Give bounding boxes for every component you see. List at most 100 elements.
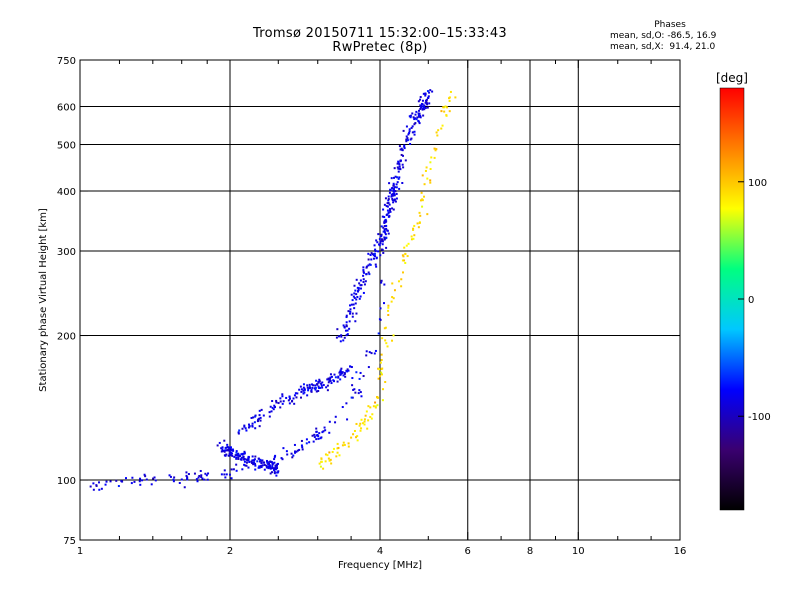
data-point — [204, 472, 207, 475]
data-point — [383, 236, 386, 239]
data-point — [421, 205, 424, 208]
data-point — [308, 441, 311, 444]
data-point — [440, 127, 443, 130]
data-point — [268, 464, 271, 467]
data-point — [400, 147, 403, 150]
data-point — [418, 122, 421, 125]
data-point — [324, 453, 327, 456]
data-point — [408, 130, 411, 133]
data-point — [411, 112, 414, 115]
data-point — [92, 482, 95, 485]
data-point — [363, 418, 366, 421]
data-point — [392, 201, 395, 204]
data-point — [400, 285, 403, 288]
data-point — [281, 402, 284, 405]
data-point — [227, 454, 230, 457]
data-point — [315, 438, 318, 441]
data-point — [273, 456, 276, 459]
data-point — [379, 307, 382, 310]
data-point — [392, 182, 395, 185]
data-point — [383, 216, 386, 219]
data-point — [422, 107, 425, 110]
data-point — [383, 221, 386, 224]
data-point — [378, 243, 381, 246]
data-point — [412, 228, 415, 231]
data-point — [374, 406, 377, 409]
data-point — [197, 476, 200, 479]
data-point — [150, 483, 153, 486]
data-point — [298, 388, 301, 391]
data-point — [393, 289, 396, 292]
data-point — [365, 350, 368, 353]
data-point — [322, 467, 325, 470]
data-point — [427, 96, 430, 99]
data-point — [257, 466, 260, 469]
data-point — [429, 181, 432, 184]
data-point — [230, 468, 233, 471]
data-point — [228, 452, 231, 455]
data-point — [301, 446, 304, 449]
data-point — [444, 105, 447, 108]
data-point — [240, 456, 243, 459]
data-point — [243, 425, 246, 428]
data-point — [350, 303, 353, 306]
data-point — [320, 457, 323, 460]
data-point — [343, 443, 346, 446]
data-point — [259, 419, 262, 422]
data-point — [279, 406, 282, 409]
data-point — [434, 149, 437, 152]
data-point — [228, 453, 231, 456]
data-point — [301, 448, 304, 451]
data-point — [400, 153, 403, 156]
data-point — [396, 181, 399, 184]
data-point — [276, 471, 279, 474]
colorbar-tick-label: 100 — [748, 178, 767, 189]
data-point — [423, 195, 426, 198]
data-point — [343, 336, 346, 339]
data-point — [373, 352, 376, 355]
data-point — [408, 132, 411, 135]
data-point — [186, 476, 189, 479]
data-point — [318, 432, 321, 435]
data-point — [265, 464, 268, 467]
data-point — [139, 477, 142, 480]
data-point — [359, 422, 362, 425]
data-point — [344, 329, 347, 332]
data-point — [412, 237, 415, 240]
data-point — [257, 418, 260, 421]
data-point — [410, 126, 413, 129]
data-point — [374, 255, 377, 258]
data-point — [353, 296, 356, 299]
data-point — [252, 463, 255, 466]
data-point — [393, 193, 396, 196]
data-point — [390, 193, 393, 196]
phase-stats: Phases mean, sd,O: -86.5, 16.9 mean, sd,… — [600, 20, 740, 53]
data-point — [426, 177, 429, 180]
data-point — [448, 99, 451, 102]
data-point — [426, 103, 429, 106]
data-point — [367, 366, 370, 369]
data-point — [282, 400, 285, 403]
data-point — [352, 295, 355, 298]
data-point — [433, 156, 436, 159]
data-point — [365, 410, 368, 413]
data-point — [370, 252, 373, 255]
data-point — [244, 427, 247, 430]
data-point — [351, 299, 354, 302]
data-point — [258, 417, 261, 420]
data-point — [383, 302, 386, 305]
data-point — [339, 369, 342, 372]
data-point — [419, 98, 422, 101]
data-point — [89, 485, 92, 488]
data-point — [435, 131, 438, 134]
data-point — [343, 373, 346, 376]
data-point — [387, 215, 390, 218]
x-tick-label: 6 — [465, 546, 471, 557]
data-point — [326, 389, 329, 392]
data-point — [390, 187, 393, 190]
data-point — [144, 475, 147, 478]
data-point — [261, 464, 264, 467]
data-point — [154, 479, 157, 482]
data-point — [360, 427, 363, 430]
